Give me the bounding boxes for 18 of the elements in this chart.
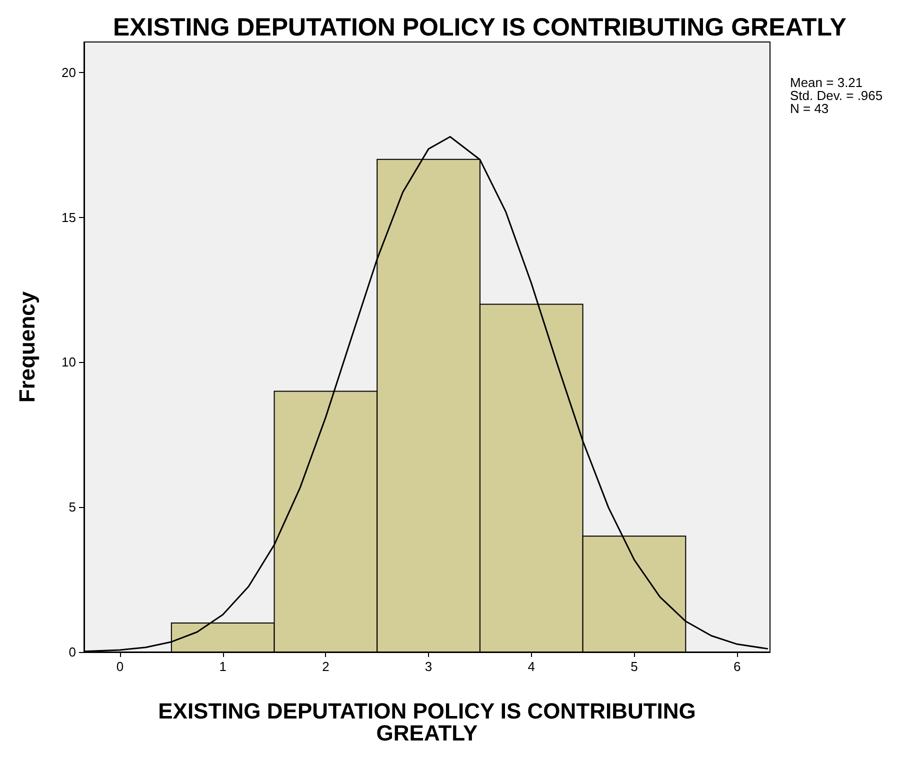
x-tick-label: 5 xyxy=(630,659,638,674)
y-tick-label: 20 xyxy=(62,64,76,80)
x-tick-label: 0 xyxy=(116,659,124,674)
x-axis-title: EXISTING DEPUTATION POLICY IS CONTRIBUTING GREATLY xyxy=(158,698,696,746)
text: Std. Dev. = .965 xyxy=(790,88,883,103)
y-tick-label: 15 xyxy=(62,210,76,225)
x-tick-label: 1 xyxy=(219,659,226,674)
y-tick-label: 10 xyxy=(62,354,76,370)
y-tick-label: 0 xyxy=(68,644,76,660)
y-axis-title: Frequency xyxy=(14,290,40,403)
x-tick-label: 4 xyxy=(528,659,536,674)
text: Mean = 3.21 xyxy=(790,75,863,90)
chart-title: EXISTING DEPUTATION POLICY IS CONTRIBUTING GREATLY xyxy=(113,14,847,42)
text: N = 43 xyxy=(790,101,829,116)
y-tick-label: 5 xyxy=(68,500,76,515)
x-tick-label: 2 xyxy=(322,659,330,674)
x-tick-label: 6 xyxy=(733,659,741,674)
x-tick-label: 3 xyxy=(424,659,432,674)
